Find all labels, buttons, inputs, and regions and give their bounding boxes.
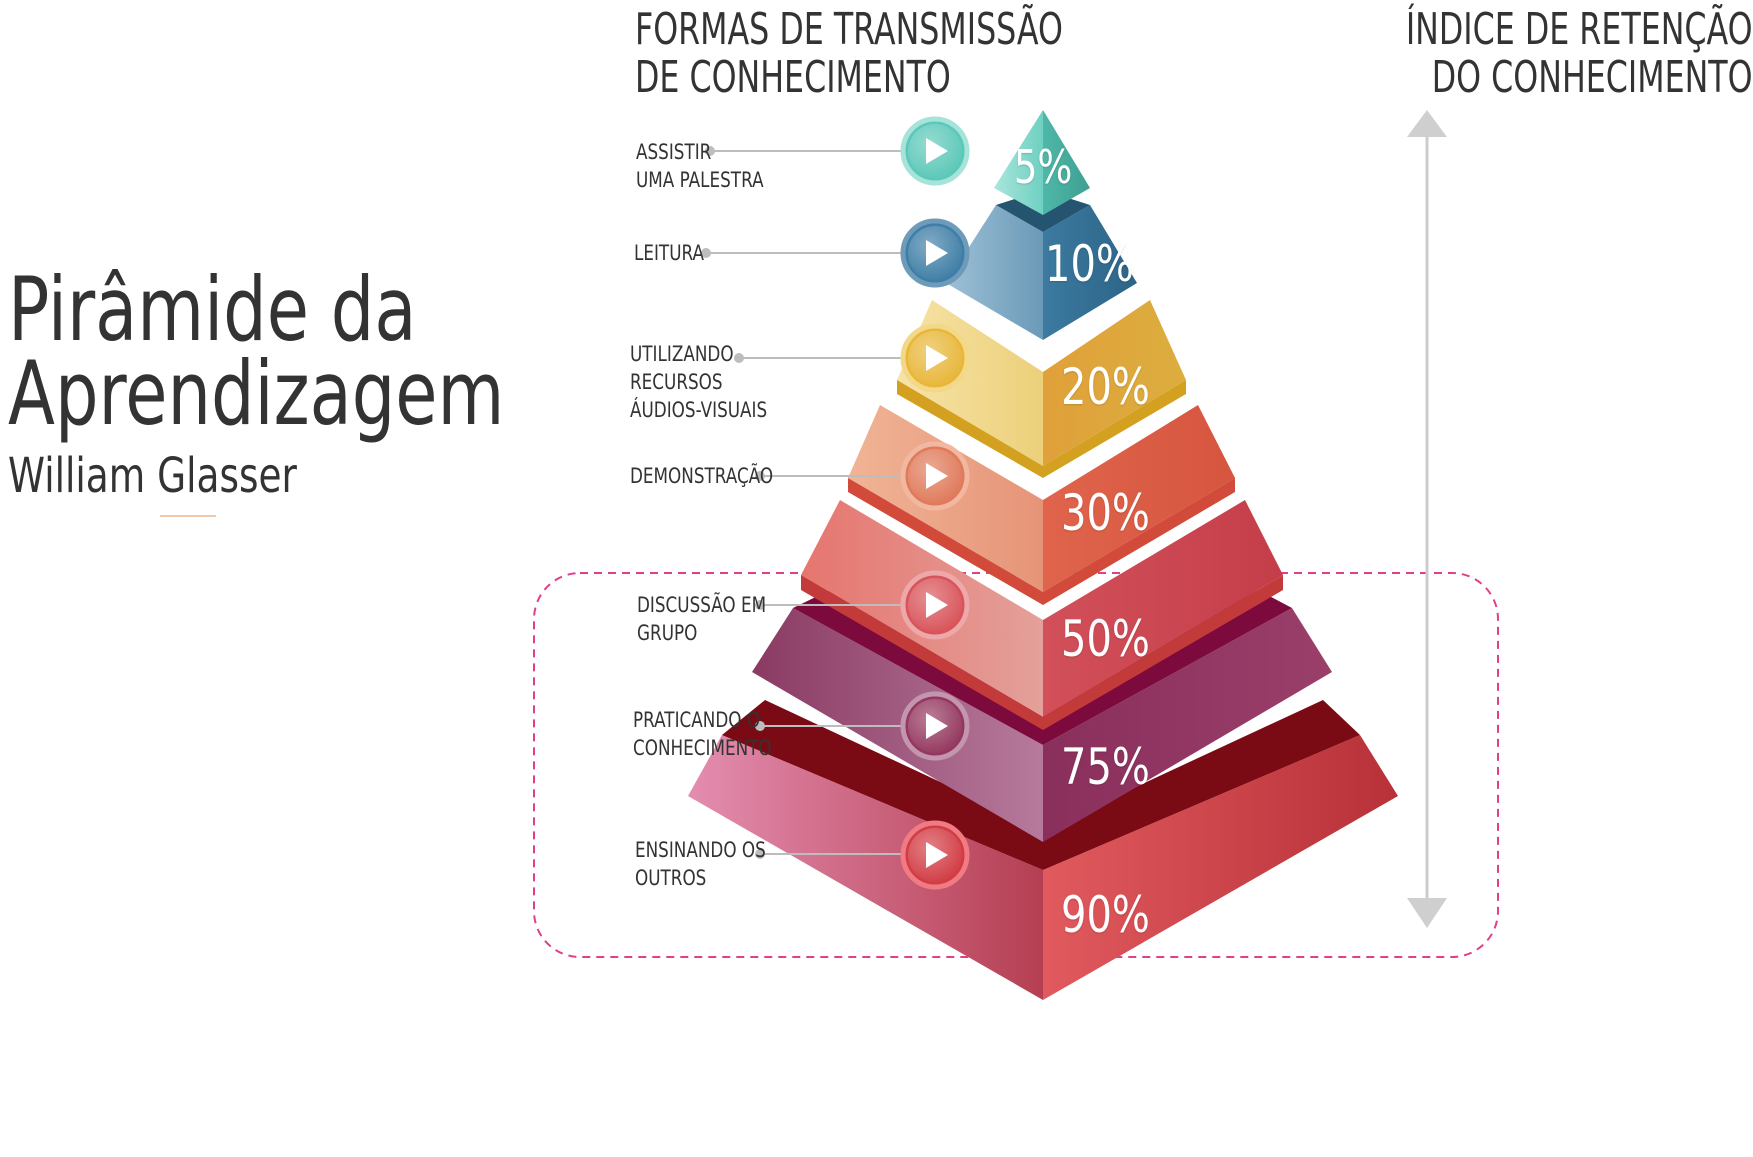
level-5-label: DISCUSSÃO EM GRUPO [637, 591, 766, 647]
level-1-label-line-2: UMA PALESTRA [636, 168, 764, 192]
play-icon [926, 592, 948, 618]
play-icon [926, 842, 948, 868]
title-line-2: Aprendizagem [8, 342, 505, 445]
level-2-label-line-1: LEITURA [634, 241, 704, 265]
play-button-7[interactable] [900, 820, 970, 890]
play-icon [926, 463, 948, 489]
level-3-label-line-2: RECURSOS [630, 370, 723, 394]
header-left-line-1: FORMAS DE TRANSMISSÃO [635, 4, 1063, 55]
level-3-label: UTILIZANDO RECURSOS ÁUDIOS-VISUAIS [630, 340, 767, 424]
level-4-percent: 30% [1061, 484, 1150, 542]
level-6-label-line-2: CONHECIMENTO [633, 736, 772, 760]
level-5-label-line-1: DISCUSSÃO EM [637, 593, 767, 617]
play-button-2[interactable] [900, 218, 970, 288]
level-2-percent: 10% [1045, 235, 1134, 293]
play-icon [926, 713, 948, 739]
pyramid-level-1 [994, 110, 1090, 215]
level-1-percent: 5% [1014, 140, 1073, 194]
level-7-label: ENSINANDO OS OUTROS [635, 836, 766, 892]
level-3-percent: 20% [1061, 358, 1150, 416]
level-4-label-line-1: DEMONSTRAÇÃO [630, 464, 774, 488]
level-3-label-line-3: ÁUDIOS-VISUAIS [630, 398, 768, 422]
level-1-label-line-1: ASSISTIR [636, 140, 712, 164]
play-icon [926, 345, 948, 371]
level-5-percent: 50% [1061, 610, 1150, 668]
level-7-label-line-1: ENSINANDO OS [635, 838, 766, 862]
level-7-label-line-2: OUTROS [635, 866, 707, 890]
level-4-label: DEMONSTRAÇÃO [630, 462, 773, 490]
play-button-6[interactable] [900, 691, 970, 761]
level-1-label: ASSISTIR UMA PALESTRA [636, 138, 764, 194]
header-right-line-1: ÍNDICE DE RETENÇÃO [1406, 4, 1753, 55]
title-line-1: Pirâmide da [8, 258, 417, 361]
author-name: William Glasser [8, 448, 297, 504]
level-5-label-line-2: GRUPO [637, 621, 698, 645]
header-transmission-methods: FORMAS DE TRANSMISSÃO DE CONHECIMENTO [635, 6, 1063, 102]
level-3-label-line-1: UTILIZANDO [630, 342, 734, 366]
level-7-percent: 90% [1061, 886, 1150, 944]
play-button-5[interactable] [900, 570, 970, 640]
play-icon [926, 240, 948, 266]
double-arrow-icon [1407, 110, 1447, 928]
level-6-label: PRATICANDO O CONHECIMENTO [633, 706, 772, 762]
play-button-4[interactable] [900, 441, 970, 511]
play-button-1[interactable] [900, 116, 970, 186]
level-6-percent: 75% [1061, 738, 1150, 796]
level-2-label: LEITURA [634, 239, 704, 267]
level-6-label-line-1: PRATICANDO O [633, 708, 761, 732]
leader-lines [706, 150, 905, 855]
play-icon [926, 138, 948, 164]
author-underline [160, 515, 216, 517]
page-title: Pirâmide da Aprendizagem [8, 258, 505, 445]
header-right-line-2: DO CONHECIMENTO [1432, 52, 1753, 103]
header-left-line-2: DE CONHECIMENTO [635, 52, 951, 103]
header-retention-index: ÍNDICE DE RETENÇÃO DO CONHECIMENTO [1406, 6, 1753, 102]
leader-dots [701, 146, 765, 859]
play-button-3[interactable] [900, 323, 970, 393]
